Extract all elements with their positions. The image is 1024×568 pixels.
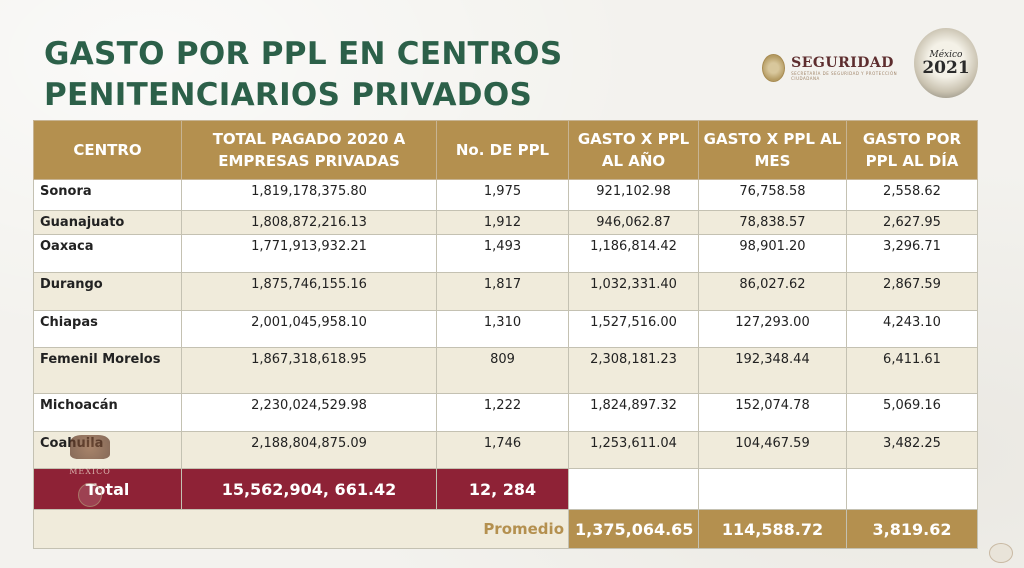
cell-anio: 1,186,814.42 xyxy=(568,234,699,273)
table-row: Femenil Morelos 1,867,318,618.95 809 2,3… xyxy=(33,347,978,394)
cell-centro: Coahuila xyxy=(33,431,182,469)
cell-total: 2,001,045,958.10 xyxy=(181,310,437,348)
corner-badge-icon xyxy=(989,543,1013,563)
cell-anio: 2,308,181.23 xyxy=(568,347,699,394)
cell-ppl: 1,975 xyxy=(436,179,569,211)
seguridad-subtitle: SECRETARÍA DE SEGURIDAD Y PROTECCIÓN CIU… xyxy=(791,71,898,81)
cell-ppl: 1,746 xyxy=(436,431,569,469)
cell-anio: 1,253,611.04 xyxy=(568,431,699,469)
page-title: GASTO POR PPL EN CENTROS PENITENCIARIOS … xyxy=(44,34,562,116)
cell-mes: 98,901.20 xyxy=(698,234,847,273)
cell-dia: 3,296.71 xyxy=(846,234,978,273)
cell-mes: 127,293.00 xyxy=(698,310,847,348)
header-gasto-dia: GASTO POR PPL AL DÍA xyxy=(846,120,978,180)
cell-mes: 152,074.78 xyxy=(698,393,847,432)
seguridad-name: SEGURIDAD xyxy=(791,55,894,71)
cell-mes: 104,467.59 xyxy=(698,431,847,469)
cell-centro: Michoacán xyxy=(33,393,182,432)
table-row: Durango 1,875,746,155.16 1,817 1,032,331… xyxy=(33,272,978,311)
header-gasto-anio: GASTO X PPL AL AÑO xyxy=(568,120,699,180)
cell-mes: 78,838.57 xyxy=(698,210,847,235)
seguridad-emblem-icon xyxy=(762,54,786,82)
cell-centro: Guanajuato xyxy=(33,210,182,235)
header-gasto-mes: GASTO X PPL AL MES xyxy=(698,120,847,180)
cell-ppl: 1,493 xyxy=(436,234,569,273)
average-year: 1,375,064.65 xyxy=(568,509,699,549)
cell-ppl: 1,310 xyxy=(436,310,569,348)
total-ppl: 12, 284 xyxy=(436,468,569,510)
seguridad-logo-text: SEGURIDAD SECRETARÍA DE SEGURIDAD Y PROT… xyxy=(791,55,902,81)
total-empty-mes xyxy=(698,468,847,510)
cell-anio: 1,032,331.40 xyxy=(568,272,699,311)
spending-table: CENTRO TOTAL PAGADO 2020 A EMPRESAS PRIV… xyxy=(33,120,978,549)
average-day: 3,819.62 xyxy=(846,509,978,549)
cell-total: 1,819,178,375.80 xyxy=(181,179,437,211)
header-total-pagado: TOTAL PAGADO 2020 A EMPRESAS PRIVADAS xyxy=(181,120,437,180)
cell-total: 2,230,024,529.98 xyxy=(181,393,437,432)
cell-total: 2,188,804,875.09 xyxy=(181,431,437,469)
cell-anio: 1,824,897.32 xyxy=(568,393,699,432)
table-row: Sonora 1,819,178,375.80 1,975 921,102.98… xyxy=(33,179,978,211)
cell-dia: 6,411.61 xyxy=(846,347,978,394)
average-row: Promedio 1,375,064.65 114,588.72 3,819.6… xyxy=(33,509,978,549)
cell-dia: 2,558.62 xyxy=(846,179,978,211)
table-row: Guanajuato 1,808,872,216.13 1,912 946,06… xyxy=(33,210,978,235)
cell-anio: 946,062.87 xyxy=(568,210,699,235)
table-row: Oaxaca 1,771,913,932.21 1,493 1,186,814.… xyxy=(33,234,978,273)
total-empty-anio xyxy=(568,468,699,510)
header-no-ppl: No. DE PPL xyxy=(436,120,569,180)
cell-anio: 921,102.98 xyxy=(568,179,699,211)
cell-total: 1,875,746,155.16 xyxy=(181,272,437,311)
table-row: Coahuila 2,188,804,875.09 1,746 1,253,61… xyxy=(33,431,978,469)
table-row: Chiapas 2,001,045,958.10 1,310 1,527,516… xyxy=(33,310,978,348)
cell-dia: 4,243.10 xyxy=(846,310,978,348)
average-label: Promedio xyxy=(33,509,569,549)
total-empty-dia xyxy=(846,468,978,510)
mexico-2021-logo: México 2021 xyxy=(914,28,978,98)
cell-centro: Sonora xyxy=(33,179,182,211)
table-row: Michoacán 2,230,024,529.98 1,222 1,824,8… xyxy=(33,393,978,432)
cell-centro: Durango xyxy=(33,272,182,311)
cell-mes: 192,348.44 xyxy=(698,347,847,394)
cell-ppl: 1,817 xyxy=(436,272,569,311)
total-row: Total 15,562,904, 661.42 12, 284 xyxy=(33,468,978,510)
cell-mes: 86,027.62 xyxy=(698,272,847,311)
cell-ppl: 809 xyxy=(436,347,569,394)
average-month: 114,588.72 xyxy=(698,509,847,549)
cell-total: 1,771,913,932.21 xyxy=(181,234,437,273)
cell-centro: Femenil Morelos xyxy=(33,347,182,394)
cell-anio: 1,527,516.00 xyxy=(568,310,699,348)
title-line-2: PENITENCIARIOS PRIVADOS xyxy=(44,77,533,113)
cell-ppl: 1,912 xyxy=(436,210,569,235)
cell-dia: 5,069.16 xyxy=(846,393,978,432)
cell-dia: 3,482.25 xyxy=(846,431,978,469)
cell-centro: Oaxaca xyxy=(33,234,182,273)
total-label: Total xyxy=(33,468,182,510)
mexico-logo-year: 2021 xyxy=(922,58,970,78)
mexico-logo-label: México xyxy=(929,50,963,60)
cell-ppl: 1,222 xyxy=(436,393,569,432)
seguridad-logo: SEGURIDAD SECRETARÍA DE SEGURIDAD Y PROT… xyxy=(762,52,902,84)
table-header-row: CENTRO TOTAL PAGADO 2020 A EMPRESAS PRIV… xyxy=(33,120,978,180)
header-centro: CENTRO xyxy=(33,120,182,180)
cell-total: 1,808,872,216.13 xyxy=(181,210,437,235)
cell-centro: Chiapas xyxy=(33,310,182,348)
cell-dia: 2,867.59 xyxy=(846,272,978,311)
cell-mes: 76,758.58 xyxy=(698,179,847,211)
cell-total: 1,867,318,618.95 xyxy=(181,347,437,394)
cell-dia: 2,627.95 xyxy=(846,210,978,235)
total-amount: 15,562,904, 661.42 xyxy=(181,468,437,510)
title-line-1: GASTO POR PPL EN CENTROS xyxy=(44,36,563,72)
